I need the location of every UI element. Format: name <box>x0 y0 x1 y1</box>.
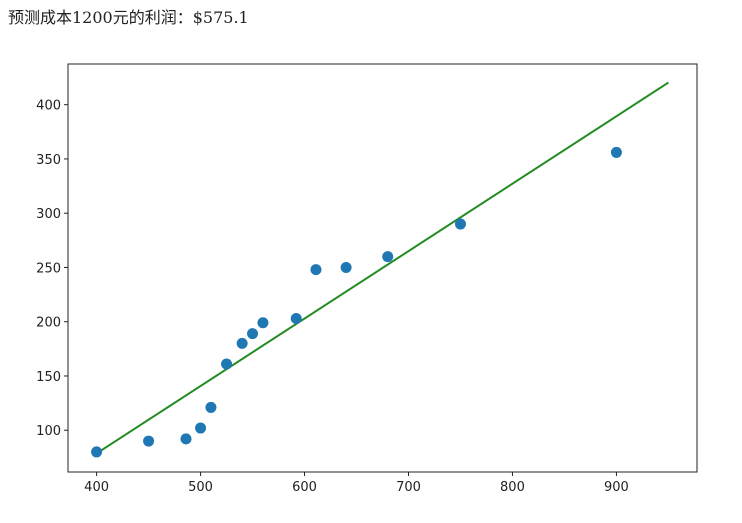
y-tick-label: 400 <box>36 99 61 114</box>
point <box>290 312 302 324</box>
point <box>382 251 394 263</box>
point <box>247 328 259 340</box>
y-tick-label: 350 <box>36 153 61 168</box>
point <box>340 261 352 273</box>
output-text: 预测成本1200元的利润：$575.1 <box>8 8 249 27</box>
y-tick-label: 100 <box>36 424 61 439</box>
x-tick-label: 500 <box>188 480 213 495</box>
point <box>236 337 248 349</box>
point <box>257 317 269 329</box>
point <box>454 218 466 230</box>
y-tick-label: 150 <box>36 370 61 385</box>
point <box>205 401 217 413</box>
point <box>143 435 155 447</box>
y-tick-label: 200 <box>36 316 61 331</box>
x-tick-label: 800 <box>500 480 525 495</box>
point <box>91 446 103 458</box>
x-tick-label: 600 <box>292 480 317 495</box>
axes-frame <box>67 63 698 473</box>
point <box>180 433 192 445</box>
fit-line <box>96 81 669 455</box>
point <box>610 146 622 158</box>
point <box>195 422 207 434</box>
x-tick-label: 700 <box>396 480 421 495</box>
x-tick-label: 900 <box>604 480 629 495</box>
x-tick-label: 400 <box>84 480 109 495</box>
y-tick-label: 250 <box>36 261 61 276</box>
y-tick-label: 300 <box>36 207 61 222</box>
point <box>310 264 322 276</box>
point <box>221 358 233 370</box>
